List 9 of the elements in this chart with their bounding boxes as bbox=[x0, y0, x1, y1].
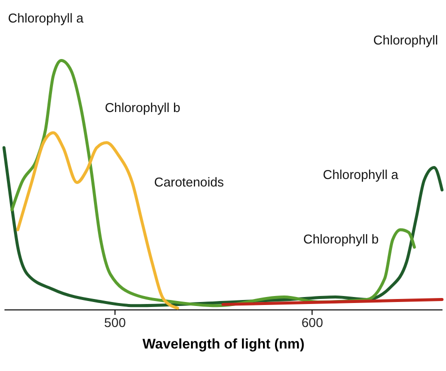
annotation: Chlorophyll b bbox=[303, 232, 379, 247]
annotation: Carotenoids bbox=[154, 174, 224, 190]
text: Chlorophyll a bbox=[8, 10, 84, 26]
annotation: Chlorophyll b bbox=[104, 100, 180, 115]
x-tick-label: 500 bbox=[104, 314, 126, 330]
x-axis-title: Wavelength of light (nm) bbox=[142, 336, 304, 352]
x-tick-label: 600 bbox=[301, 314, 324, 330]
text: Chlorophyll bbox=[373, 32, 438, 48]
annotation: Chlorophyll a bbox=[322, 167, 400, 182]
